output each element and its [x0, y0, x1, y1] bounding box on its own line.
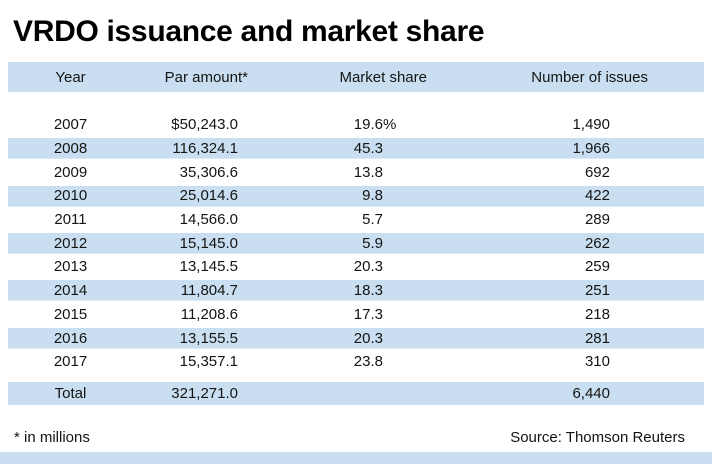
source-credit: Source: Thomson Reuters [510, 429, 685, 446]
table-row: 2016 13,155.5 20.3 281 [8, 326, 704, 350]
bottom-accent-strip [0, 452, 712, 464]
cell-year: 2013 [53, 258, 88, 276]
cell-year: 2012 [53, 234, 88, 252]
cell-market-share-suffix [383, 187, 395, 204]
cell-year: 2014 [53, 282, 88, 300]
cell-number-of-issues: 262 [584, 234, 610, 252]
cell-par-amount: $50,243.0 [171, 116, 238, 134]
table-row: 2017 15,357.1 23.8 310 [8, 350, 704, 374]
cell-par-amount: 35,306.6 [179, 163, 238, 181]
table-row: 2010 25,014.6 9.8 422 [8, 184, 704, 208]
cell-market-share-value: 45.3 [353, 140, 383, 158]
table-total-row: Total 321,271.0 6,440 [8, 382, 704, 406]
cell-market-share-suffix [383, 282, 395, 299]
cell-market-share-suffix [383, 306, 395, 323]
cell-market-share-suffix: % [383, 116, 397, 134]
table-row: 2014 11,804.7 18.3 251 [8, 278, 704, 303]
cell-market-share-suffix [383, 140, 395, 157]
cell-year: 2008 [53, 140, 88, 158]
cell-number-of-issues: 251 [584, 282, 610, 300]
table-row: 2013 13,145.5 20.3 259 [8, 255, 704, 279]
cell-year: 2010 [53, 187, 88, 205]
cell-market-share: 17.3 [258, 306, 438, 323]
cell-number-of-issues: 218 [584, 305, 610, 323]
cell-year: 2007 [53, 116, 88, 134]
cell-number-of-issues: 1,966 [572, 140, 610, 158]
column-header-year: Year [55, 68, 86, 86]
cell-market-share: 13.8 [258, 164, 438, 181]
page-title: VRDO issuance and market share [13, 15, 485, 48]
cell-year: 2009 [53, 163, 88, 181]
cell-market-share-suffix [383, 258, 395, 275]
cell-market-share-value: 17.3 [353, 305, 383, 323]
cell-par-amount: 15,145.0 [179, 234, 238, 252]
table-row: 2015 11,208.6 17.3 218 [8, 303, 704, 327]
cell-market-share: 19.6 % [258, 116, 438, 133]
column-header-market-share: Market share [339, 68, 427, 86]
cell-year: 2017 [53, 353, 88, 371]
table-body: 2007 $50,243.0 19.6 % 1,490 2008 116,324… [8, 113, 704, 374]
column-header-number-of-issues: Number of issues [531, 68, 648, 86]
table-row: 2008 116,324.1 45.3 1,966 [8, 136, 704, 161]
cell-market-share: 5.9 [258, 235, 438, 252]
table-row: 2009 35,306.6 13.8 692 [8, 160, 704, 184]
cell-par-amount: 13,145.5 [179, 258, 238, 276]
cell-par-amount: 11,208.6 [180, 305, 238, 323]
data-table: Year Par amount* Market share Number of … [8, 62, 704, 406]
cell-year: 2016 [53, 329, 88, 347]
table-row: 2012 15,145.0 5.9 262 [8, 231, 704, 256]
cell-market-share: 9.8 [258, 187, 438, 204]
total-label: Total [54, 385, 87, 403]
cell-market-share-value: 20.3 [353, 329, 383, 347]
cell-market-share-value: 9.8 [362, 187, 383, 205]
table-row: 2011 14,566.0 5.7 289 [8, 208, 704, 232]
cell-market-share-value: 18.3 [353, 282, 383, 300]
cell-market-share: 5.7 [258, 211, 438, 228]
cell-number-of-issues: 281 [584, 329, 610, 347]
cell-par-amount: 14,566.0 [179, 211, 238, 229]
cell-market-share: 20.3 [258, 258, 438, 275]
cell-year: 2011 [54, 211, 87, 229]
cell-par-amount: 15,357.1 [179, 353, 238, 371]
cell-number-of-issues: 692 [584, 163, 610, 181]
cell-market-share-suffix [383, 353, 395, 370]
column-header-par-amount: Par amount* [164, 68, 248, 86]
cell-market-share-suffix [383, 211, 395, 228]
cell-market-share-suffix [383, 235, 395, 252]
cell-par-amount: 11,804.7 [180, 282, 238, 300]
table-row: 2007 $50,243.0 19.6 % 1,490 [8, 113, 704, 137]
cell-market-share: 45.3 [258, 140, 438, 157]
total-par-amount: 321,271.0 [171, 385, 238, 403]
cell-number-of-issues: 259 [584, 258, 610, 276]
cell-number-of-issues: 422 [584, 187, 610, 205]
cell-market-share: 20.3 [258, 330, 438, 347]
total-number-of-issues: 6,440 [572, 385, 610, 403]
cell-market-share-suffix [383, 164, 395, 181]
footnote: * in millions [14, 429, 90, 446]
cell-market-share-suffix [383, 330, 395, 347]
cell-par-amount: 13,155.5 [179, 329, 238, 347]
cell-market-share-value: 5.9 [362, 234, 383, 252]
cell-par-amount: 25,014.6 [179, 187, 238, 205]
cell-market-share-value: 20.3 [353, 258, 383, 276]
cell-number-of-issues: 1,490 [572, 116, 610, 134]
cell-market-share-value: 23.8 [353, 353, 383, 371]
cell-number-of-issues: 289 [584, 211, 610, 229]
cell-year: 2015 [53, 305, 88, 323]
cell-par-amount: 116,324.1 [172, 140, 238, 158]
cell-market-share-value: 5.7 [362, 211, 383, 229]
cell-number-of-issues: 310 [584, 353, 610, 371]
cell-market-share-value: 19.6 [353, 116, 383, 134]
cell-market-share: 23.8 [258, 353, 438, 370]
cell-market-share: 18.3 [258, 282, 438, 299]
table-header-row: Year Par amount* Market share Number of … [8, 62, 704, 92]
cell-market-share-value: 13.8 [353, 163, 383, 181]
